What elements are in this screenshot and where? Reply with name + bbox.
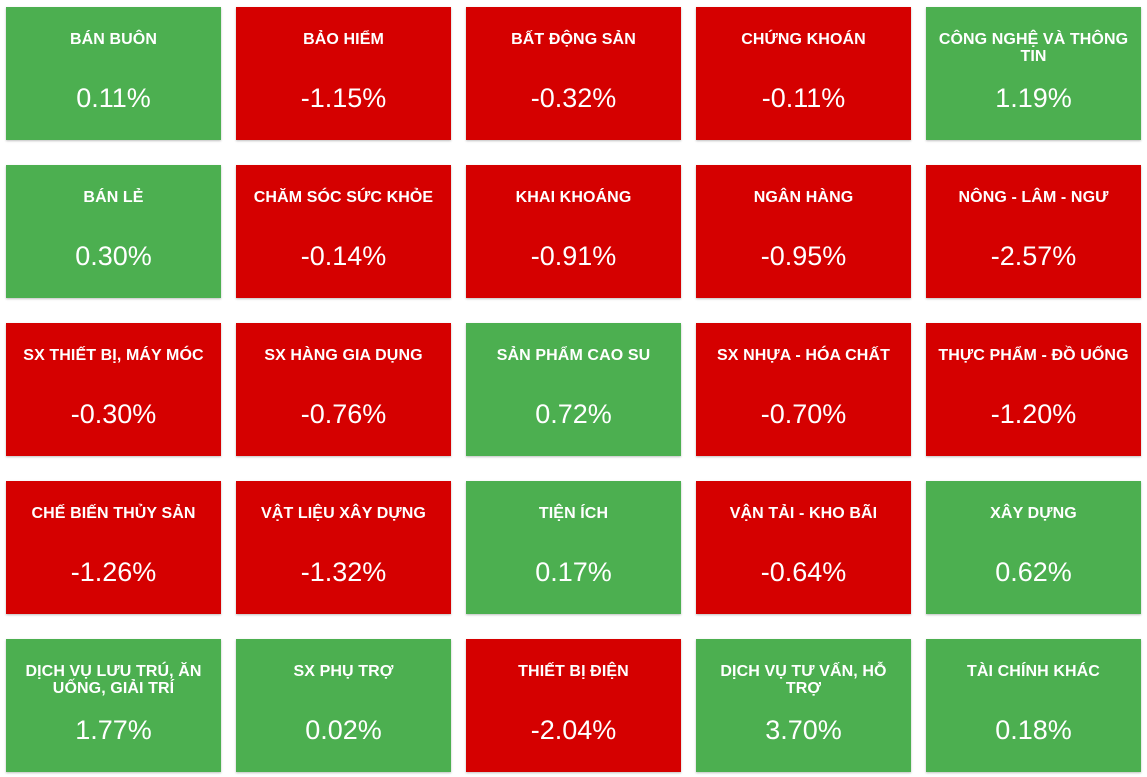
sector-heatmap-grid: BÁN BUÔN 0.11% BẢO HIỂM -1.15% BẤT ĐỘNG SẢN -… [6,7,1141,772]
sector-tile[interactable]: KHAI KHOÁNG -0.91% [466,165,681,298]
sector-change-value: -0.76% [300,399,387,429]
sector-change-value: -1.20% [990,399,1077,429]
sector-name: TÀI CHÍNH KHÁC [967,663,1100,680]
sector-name: CHỨNG KHOÁN [741,31,866,48]
sector-name: CHĂM SÓC SỨC KHỎE [253,189,434,206]
sector-change-value: -0.32% [530,83,617,113]
sector-name: SẢN PHẨM CAO SU [496,347,651,364]
sector-tile[interactable]: DỊCH VỤ TƯ VẤN, HỖ TRỢ 3.70% [696,639,911,772]
sector-name: CHẾ BIẾN THỦY SẢN [31,505,196,522]
sector-tile[interactable]: CHĂM SÓC SỨC KHỎE -0.14% [236,165,451,298]
sector-change-value: -0.70% [760,399,847,429]
sector-change-value: 0.18% [995,715,1072,745]
sector-change-value: 0.11% [76,83,151,113]
sector-tile[interactable]: SX THIẾT BỊ, MÁY MÓC -0.30% [6,323,221,456]
sector-name: BÁN BUÔN [69,31,158,48]
sector-name: DỊCH VỤ TƯ VẤN, HỖ TRỢ [720,663,887,697]
sector-name: SX HÀNG GIA DỤNG [264,347,423,364]
sector-tile[interactable]: CÔNG NGHỆ VÀ THÔNG TIN 1.19% [926,7,1141,140]
sector-name: NGÂN HÀNG [753,189,854,206]
sector-change-value: -1.26% [70,557,157,587]
sector-name: BẤT ĐỘNG SẢN [511,31,636,48]
sector-change-value: -0.11% [761,83,846,113]
sector-change-value: 0.72% [535,399,612,429]
sector-name: BẢO HIỂM [303,31,384,48]
sector-tile[interactable]: THIẾT BỊ ĐIỆN -2.04% [466,639,681,772]
sector-tile[interactable]: SX NHỰA - HÓA CHẤT -0.70% [696,323,911,456]
sector-tile[interactable]: CHỨNG KHOÁN -0.11% [696,7,911,140]
sector-change-value: -0.91% [530,241,617,271]
sector-name: VẬN TẢI - KHO BÃI [729,505,878,522]
sector-tile[interactable]: NÔNG - LÂM - NGƯ -2.57% [926,165,1141,298]
sector-tile[interactable]: BẢO HIỂM -1.15% [236,7,451,140]
sector-tile[interactable]: VẬN TẢI - KHO BÃI -0.64% [696,481,911,614]
sector-name: KHAI KHOÁNG [515,189,632,206]
sector-tile[interactable]: XÂY DỰNG 0.62% [926,481,1141,614]
sector-name: SX NHỰA - HÓA CHẤT [717,347,890,364]
sector-change-value: 1.77% [75,715,152,745]
sector-change-value: 1.19% [995,83,1072,113]
sector-name: SX PHỤ TRỢ [293,663,394,680]
sector-change-value: -0.64% [760,557,847,587]
sector-change-value: -0.30% [70,399,157,429]
sector-name: TIỆN ÍCH [538,505,609,522]
sector-change-value: -1.32% [300,557,387,587]
sector-change-value: -2.57% [990,241,1077,271]
sector-tile[interactable]: VẬT LIỆU XÂY DỰNG -1.32% [236,481,451,614]
sector-name: CÔNG NGHỆ VÀ THÔNG TIN [938,31,1129,65]
sector-change-value: -0.95% [760,241,847,271]
sector-name: SX THIẾT BỊ, MÁY MÓC [23,347,204,364]
sector-name: VẬT LIỆU XÂY DỰNG [261,505,426,522]
sector-change-value: -2.04% [530,715,617,745]
sector-change-value: 0.30% [75,241,152,271]
sector-tile[interactable]: THỰC PHẨM - ĐỒ UỐNG -1.20% [926,323,1141,456]
sector-tile[interactable]: DỊCH VỤ LƯU TRÚ, ĂN UỐNG, GIẢI TRÍ 1.77% [6,639,221,772]
sector-change-value: 3.70% [765,715,842,745]
sector-tile[interactable]: SX PHỤ TRỢ 0.02% [236,639,451,772]
sector-change-value: 0.17% [535,557,612,587]
sector-tile[interactable]: TÀI CHÍNH KHÁC 0.18% [926,639,1141,772]
sector-tile[interactable]: TIỆN ÍCH 0.17% [466,481,681,614]
sector-tile[interactable]: SẢN PHẨM CAO SU 0.72% [466,323,681,456]
sector-change-value: -0.14% [300,241,387,271]
sector-name: THỰC PHẨM - ĐỒ UỐNG [938,347,1129,364]
sector-change-value: 0.62% [995,557,1072,587]
sector-name: NÔNG - LÂM - NGƯ [958,189,1109,206]
sector-name: BÁN LẺ [83,189,144,206]
sector-tile[interactable]: NGÂN HÀNG -0.95% [696,165,911,298]
sector-change-value: -1.15% [300,83,387,113]
sector-tile[interactable]: BÁN BUÔN 0.11% [6,7,221,140]
sector-tile[interactable]: SX HÀNG GIA DỤNG -0.76% [236,323,451,456]
sector-name: DỊCH VỤ LƯU TRÚ, ĂN UỐNG, GIẢI TRÍ [25,663,202,697]
sector-name: XÂY DỰNG [990,505,1077,522]
sector-name: THIẾT BỊ ĐIỆN [518,663,629,680]
sector-change-value: 0.02% [305,715,382,745]
sector-tile[interactable]: CHẾ BIẾN THỦY SẢN -1.26% [6,481,221,614]
sector-tile[interactable]: BÁN LẺ 0.30% [6,165,221,298]
sector-tile[interactable]: BẤT ĐỘNG SẢN -0.32% [466,7,681,140]
